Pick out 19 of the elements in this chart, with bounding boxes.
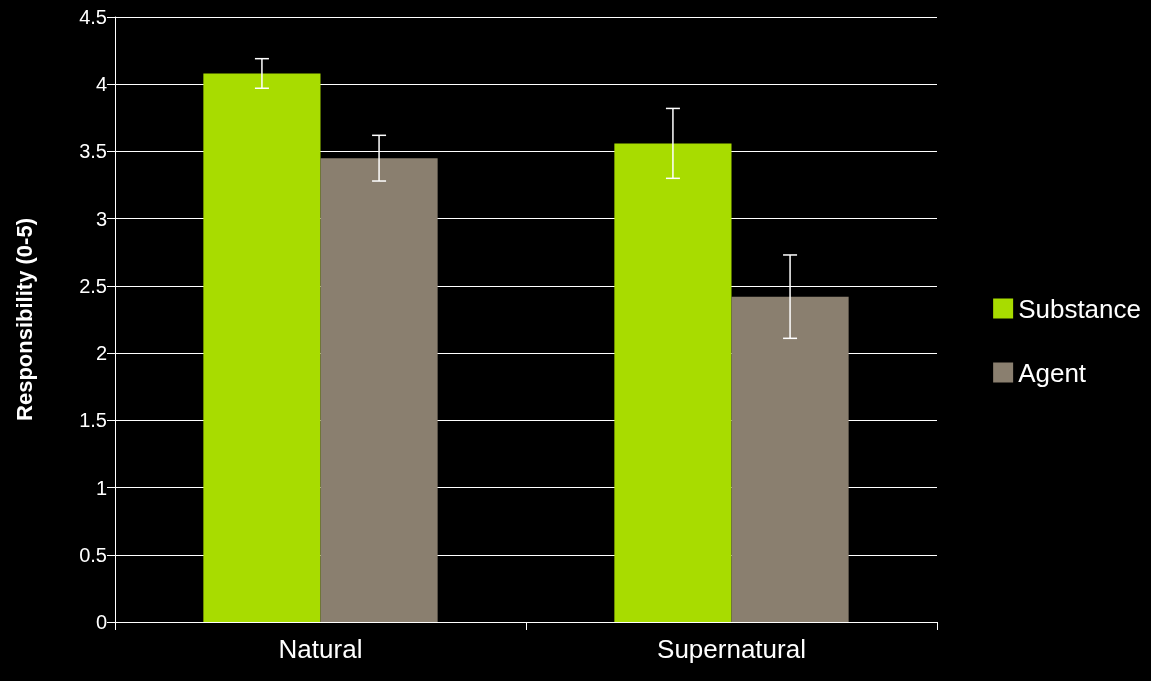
y-tick-label: 0.5: [79, 543, 107, 566]
x-tick-label: Supernatural: [657, 634, 806, 664]
y-axis-title: Responsibility (0-5): [11, 218, 37, 421]
bar: [731, 296, 849, 622]
y-tick-label: 3: [95, 207, 107, 230]
bar: [203, 73, 321, 622]
bar: [614, 143, 732, 622]
x-tick-label: Natural: [278, 634, 363, 664]
y-tick-label: 3.5: [79, 140, 107, 163]
y-tick-label: 2: [95, 342, 107, 365]
legend-label: Agent: [1018, 357, 1087, 388]
y-tick-label: 4.5: [79, 6, 107, 28]
y-tick-label: 4: [95, 73, 107, 96]
bar: [320, 158, 438, 622]
y-tick-label: 1.5: [79, 409, 107, 432]
y-tick-label: 2.5: [79, 274, 107, 297]
y-tick-label: 1: [95, 476, 107, 499]
y-tick-label: 0: [95, 611, 107, 633]
legend-label: Substance: [1018, 293, 1142, 324]
